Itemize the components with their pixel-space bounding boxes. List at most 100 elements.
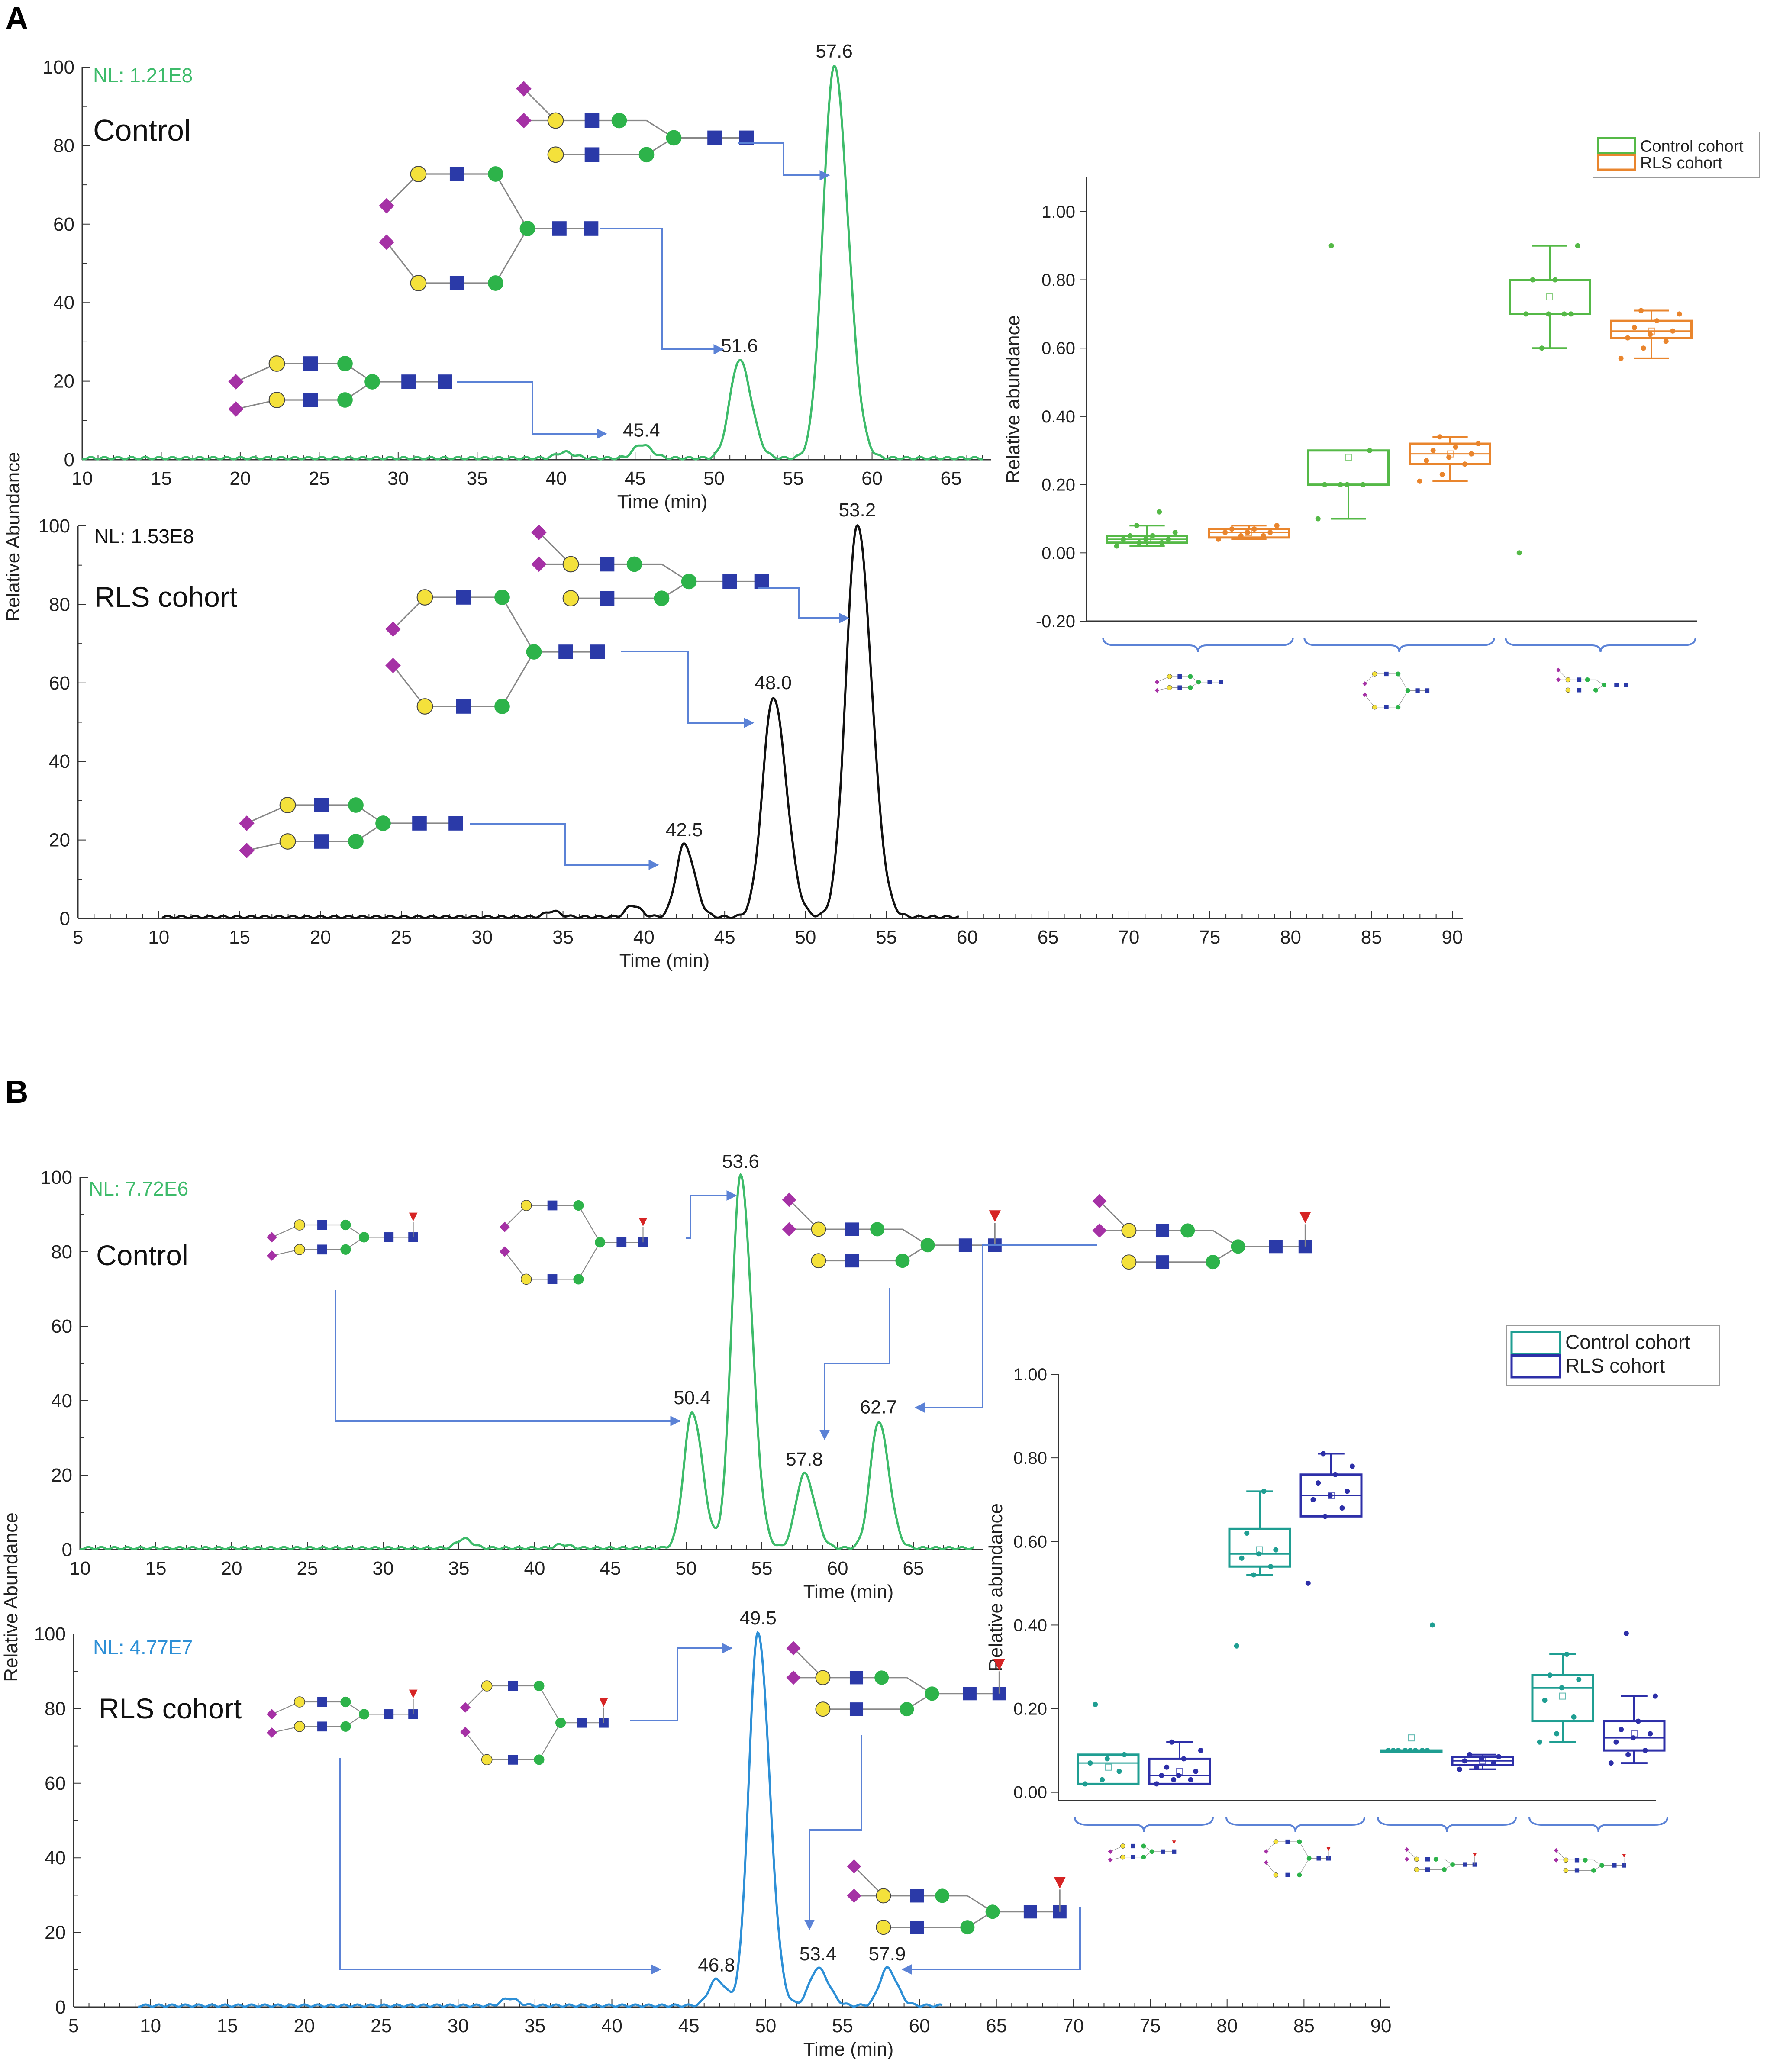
data-point (1121, 536, 1126, 542)
cohort-label-control-a: Control (93, 113, 191, 147)
y-tick-label: 0 (62, 1539, 72, 1560)
plot-layer: 10 15 20 25 30 35 40 45 50 55 60 65020406080100Time… (34, 41, 1760, 2060)
box-iqr (1228, 1527, 1291, 1568)
cohort-label-rls-a: RLS cohort (94, 581, 237, 613)
glycan-biantennary-fucosylated (1108, 1840, 1177, 1862)
box-control (1106, 509, 1188, 549)
data-point (1143, 536, 1149, 542)
data-point (1159, 540, 1164, 545)
data-point (1539, 345, 1545, 351)
y-tick-label: 20 (49, 830, 70, 851)
group-brace (1225, 1817, 1365, 1832)
y-tick-label: 60 (53, 214, 74, 235)
arrow-to-53-6 (686, 1190, 737, 1239)
x-tick-label: 20 (293, 2015, 315, 2037)
arrow-to-62-7 (914, 1244, 1097, 1413)
x-tick-label: 15 (151, 468, 172, 489)
data-point (1222, 530, 1228, 535)
glycan-biantennary-extended-fucosylated (1554, 1848, 1626, 1873)
data-point (1082, 1781, 1088, 1787)
box-rls (1451, 1752, 1514, 1772)
data-point (1396, 1748, 1401, 1753)
data-point (1419, 1748, 1425, 1753)
x-tick-label: 50 (755, 2015, 776, 2037)
data-point (1412, 1748, 1418, 1753)
x-tick-label: 35 (467, 468, 488, 489)
y-tick-label: 20 (45, 1922, 66, 1943)
y-tick-label: 0.40 (1013, 1616, 1047, 1635)
chromatogram-A-control: 10 15 20 25 30 35 40 45 50 55 60 65 0 20 40 60 80 100 Time… (43, 41, 991, 512)
peak-label: 57.8 (786, 1449, 823, 1470)
y-tick-label: 60 (49, 673, 70, 694)
y-tick-label: 0.20 (1013, 1700, 1047, 1719)
data-point (1104, 1756, 1110, 1762)
x-tick-label: 55 (832, 2015, 853, 2037)
panel-a-label: A (5, 0, 29, 36)
x-axis-label: Time (min) (803, 1581, 894, 1602)
y-tick-label: 0.60 (1041, 339, 1075, 358)
x-tick-label: 55 (783, 468, 804, 489)
x-tick-label: 5 (73, 927, 83, 948)
x-tick-label: 70 (1063, 2015, 1084, 2037)
data-point (1638, 308, 1644, 313)
data-point (1491, 1760, 1496, 1766)
data-point (1462, 461, 1467, 467)
x-tick-label: 50 (676, 1558, 697, 1579)
data-point (1619, 1727, 1624, 1732)
data-point (1467, 1752, 1473, 1757)
box-control (1531, 1652, 1594, 1745)
x-tick-label: 35 (552, 927, 574, 948)
data-point (1239, 1555, 1245, 1561)
peak-label: 45.4 (623, 419, 660, 441)
data-point (1164, 1764, 1170, 1770)
data-point (1327, 1493, 1333, 1498)
data-point (1229, 526, 1235, 532)
x-axis-label: Time (min) (617, 491, 708, 512)
data-point (1648, 332, 1653, 337)
data-point (1437, 434, 1443, 440)
x-tick-label: 10 (140, 2015, 161, 2037)
y-tick-label: 0.00 (1013, 1783, 1047, 1802)
x-tick-label: 90 (1370, 2015, 1392, 2037)
data-point (1516, 550, 1522, 556)
peak-label: 57.6 (816, 41, 853, 62)
box-control (1380, 1622, 1443, 1753)
x-tick-label: 20 (310, 927, 331, 948)
x-tick-label: 25 (391, 927, 412, 948)
mean-marker (1559, 1692, 1566, 1700)
y-tick-label: 0.20 (1041, 476, 1075, 495)
y-tick-label: 0.00 (1041, 544, 1075, 563)
glycan-biantennary-extended-fucosylated (787, 1641, 1006, 1717)
glycan-hybrid (1362, 671, 1430, 710)
peak-label: 53.6 (722, 1151, 759, 1172)
legend-label: RLS cohort (1640, 154, 1723, 172)
data-point (1166, 536, 1171, 542)
x-tick-label: 25 (297, 1558, 318, 1579)
data-point (1575, 243, 1580, 248)
mean-marker (1408, 1734, 1415, 1742)
glycan-biantennary-extended-fucosylated (1405, 1847, 1477, 1872)
nl-label-control-b: NL: 7.72E6 (89, 1177, 188, 1200)
x-tick-label: 60 (827, 1558, 848, 1579)
data-point (1198, 1748, 1203, 1753)
mean-marker (1345, 454, 1352, 461)
data-point (1176, 1773, 1181, 1779)
data-point (1670, 328, 1676, 334)
glycan-hybrid-fucosylated (1264, 1840, 1331, 1878)
data-point (1618, 355, 1624, 361)
data-point (1625, 1752, 1631, 1757)
x-tick-label: 25 (371, 2015, 392, 2037)
y-axis-label: Relative abundance (985, 1503, 1006, 1672)
y-tick-label: 0 (64, 449, 74, 470)
data-point (1345, 482, 1350, 487)
data-point (1429, 1622, 1435, 1628)
x-tick-label: 65 (903, 1558, 924, 1579)
x-tick-label: 80 (1280, 927, 1301, 948)
group-brace (1303, 637, 1495, 653)
data-point (1523, 311, 1529, 317)
y-tick-label: 80 (51, 1241, 72, 1263)
glycan-biantennary-extended (1556, 667, 1629, 693)
data-point (1244, 1530, 1250, 1536)
data-point (1136, 540, 1142, 545)
